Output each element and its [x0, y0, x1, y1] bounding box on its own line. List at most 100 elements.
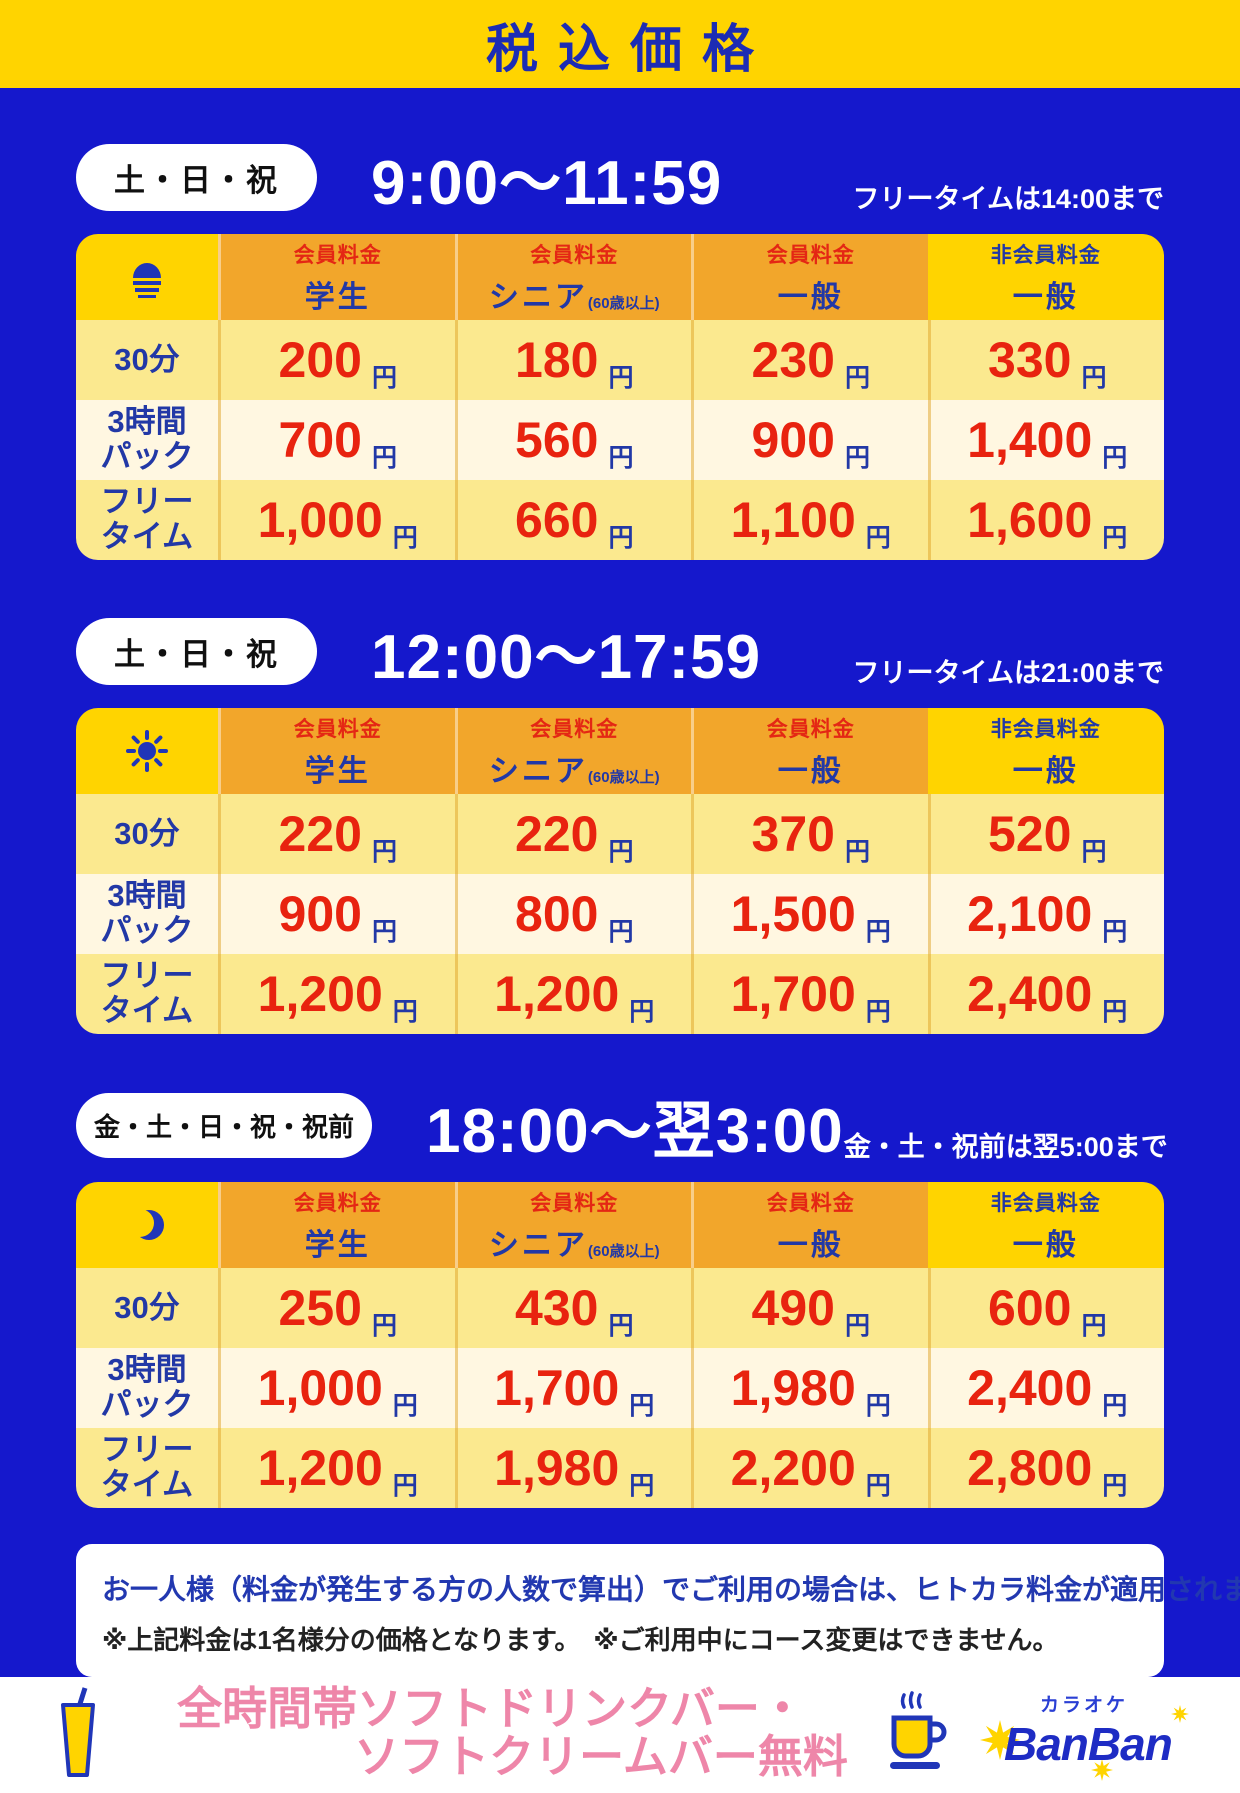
column-name-suffix: (60歳以上) [587, 1242, 660, 1260]
price-cell: 1,200 円 [454, 954, 691, 1034]
price-cell: 250 円 [218, 1268, 455, 1348]
logo-karaoke-label: カラオケ [1040, 1695, 1129, 1716]
time-of-day-cell [76, 234, 218, 320]
time-range: 12:00〜17:59 [371, 623, 762, 692]
price-cell: 2,400 円 [927, 954, 1164, 1034]
price-value: 2,100 [967, 886, 1093, 942]
title-banner: 税込価格 [0, 0, 1240, 88]
price-cell: 2,800 円 [927, 1428, 1164, 1508]
price-cell: 1,980 円 [454, 1428, 691, 1508]
yen-label: 円 [371, 918, 397, 946]
price-value: 700 [278, 412, 362, 468]
footer-banner: 全時間帯ソフトドリンクバー・ ソフトクリームバー無料 カラオケ BanBan [0, 1677, 1240, 1793]
section-header-night: 金・土・日・祝・祝前 18:00〜翌3:00 金・土・祝前は翌5:00まで [76, 1080, 1168, 1170]
price-cell: 520 円 [927, 794, 1164, 874]
price-value: 1,200 [257, 966, 383, 1022]
column-name: シニア [488, 280, 588, 314]
row-label-freetime: フリー タイム [76, 1428, 218, 1508]
price-value: 1,200 [494, 966, 620, 1022]
price-cell: 180 円 [454, 320, 691, 400]
price-value: 200 [278, 332, 362, 388]
yen-label: 円 [629, 1392, 655, 1420]
yen-label: 円 [1102, 444, 1128, 472]
yen-label: 円 [844, 838, 870, 866]
price-cell: 2,200 円 [691, 1428, 928, 1508]
yen-label: 円 [1081, 364, 1107, 392]
yen-label: 円 [1102, 524, 1128, 552]
drink-cup-icon [61, 1687, 95, 1777]
row-label-30min: 30分 [76, 320, 218, 400]
nonmember-fee-label: 非会員料金 [990, 1191, 1101, 1215]
price-value: 1,200 [257, 1440, 383, 1496]
yen-label: 円 [865, 918, 891, 946]
price-value: 180 [515, 332, 599, 388]
column-name: 一般 [1012, 280, 1079, 314]
member-fee-label: 会員料金 [766, 717, 855, 741]
time-range: 9:00〜11:59 [371, 149, 723, 218]
logo-banban-label: BanBan [1004, 1718, 1173, 1770]
price-cell: 1,500 円 [691, 874, 928, 954]
freetime-note: フリータイムは21:00まで [852, 658, 1164, 688]
column-name: 一般 [1012, 1228, 1079, 1262]
price-value: 560 [515, 412, 599, 468]
banban-logo: カラオケ BanBan [974, 1680, 1204, 1786]
notice-sub-line: ※上記料金は1名様分の価格となります。 ※ご利用中にコース変更はできません。 [102, 1625, 1059, 1655]
member-fee-label: 会員料金 [530, 243, 619, 267]
nonmember-fee-label: 非会員料金 [990, 717, 1101, 741]
price-cell: 1,700 円 [691, 954, 928, 1034]
yen-label: 円 [629, 998, 655, 1026]
price-value: 2,400 [967, 1360, 1093, 1416]
yen-label: 円 [1081, 838, 1107, 866]
column-name: 一般 [1012, 754, 1079, 788]
price-cell: 900 円 [218, 874, 455, 954]
price-cell: 560 円 [454, 400, 691, 480]
column-name: 学生 [304, 1228, 371, 1262]
price-value: 490 [751, 1280, 835, 1336]
day-badge: 金・土・日・祝・祝前 [76, 1092, 373, 1158]
day-badge: 土・日・祝 [76, 143, 317, 211]
yen-label: 円 [844, 1312, 870, 1340]
row-label-30min: 30分 [76, 1268, 218, 1348]
price-value: 370 [751, 806, 835, 862]
row-label-freetime: フリー タイム [76, 480, 218, 560]
time-of-day-cell [76, 1182, 218, 1268]
yen-label: 円 [844, 364, 870, 392]
section-header-morning: 土・日・祝 9:00〜11:59 フリータイムは14:00まで [76, 132, 1164, 222]
price-cell: 900 円 [691, 400, 928, 480]
price-value: 520 [988, 806, 1072, 862]
column-name: シニア [488, 754, 588, 788]
yen-label: 円 [392, 1392, 418, 1420]
price-value: 1,500 [730, 886, 856, 942]
yen-label: 円 [865, 1472, 891, 1500]
column-name-suffix: (60歳以上) [587, 294, 660, 312]
yen-label: 円 [1102, 1472, 1128, 1500]
price-cell: 230 円 [691, 320, 928, 400]
price-value: 660 [515, 492, 599, 548]
price-cell: 600 円 [927, 1268, 1164, 1348]
yen-label: 円 [608, 524, 634, 552]
row-label-freetime: フリー タイム [76, 954, 218, 1034]
price-value: 2,400 [967, 966, 1093, 1022]
price-value: 250 [278, 1280, 362, 1336]
column-name: 学生 [304, 754, 371, 788]
price-value: 1,980 [730, 1360, 856, 1416]
column-name-suffix: (60歳以上) [587, 768, 660, 786]
price-cell: 1,700 円 [454, 1348, 691, 1428]
member-fee-label: 会員料金 [766, 1191, 855, 1215]
yen-label: 円 [371, 364, 397, 392]
section-header-daytime: 土・日・祝 12:00〜17:59 フリータイムは21:00まで [76, 606, 1164, 696]
member-fee-label: 会員料金 [766, 243, 855, 267]
price-value: 220 [515, 806, 599, 862]
sunrise-icon [133, 263, 161, 298]
price-cell: 660 円 [454, 480, 691, 560]
price-cell: 430 円 [454, 1268, 691, 1348]
row-label-30min: 30分 [76, 794, 218, 874]
price-value: 2,200 [730, 1440, 856, 1496]
price-cell: 220 円 [454, 794, 691, 874]
price-cell: 800 円 [454, 874, 691, 954]
column-header-member-senior: 会員料金 シニア (60歳以上) [454, 708, 691, 794]
price-value: 2,800 [967, 1440, 1093, 1496]
price-cell: 1,000 円 [218, 1348, 455, 1428]
yen-label: 円 [608, 444, 634, 472]
price-value: 220 [278, 806, 362, 862]
